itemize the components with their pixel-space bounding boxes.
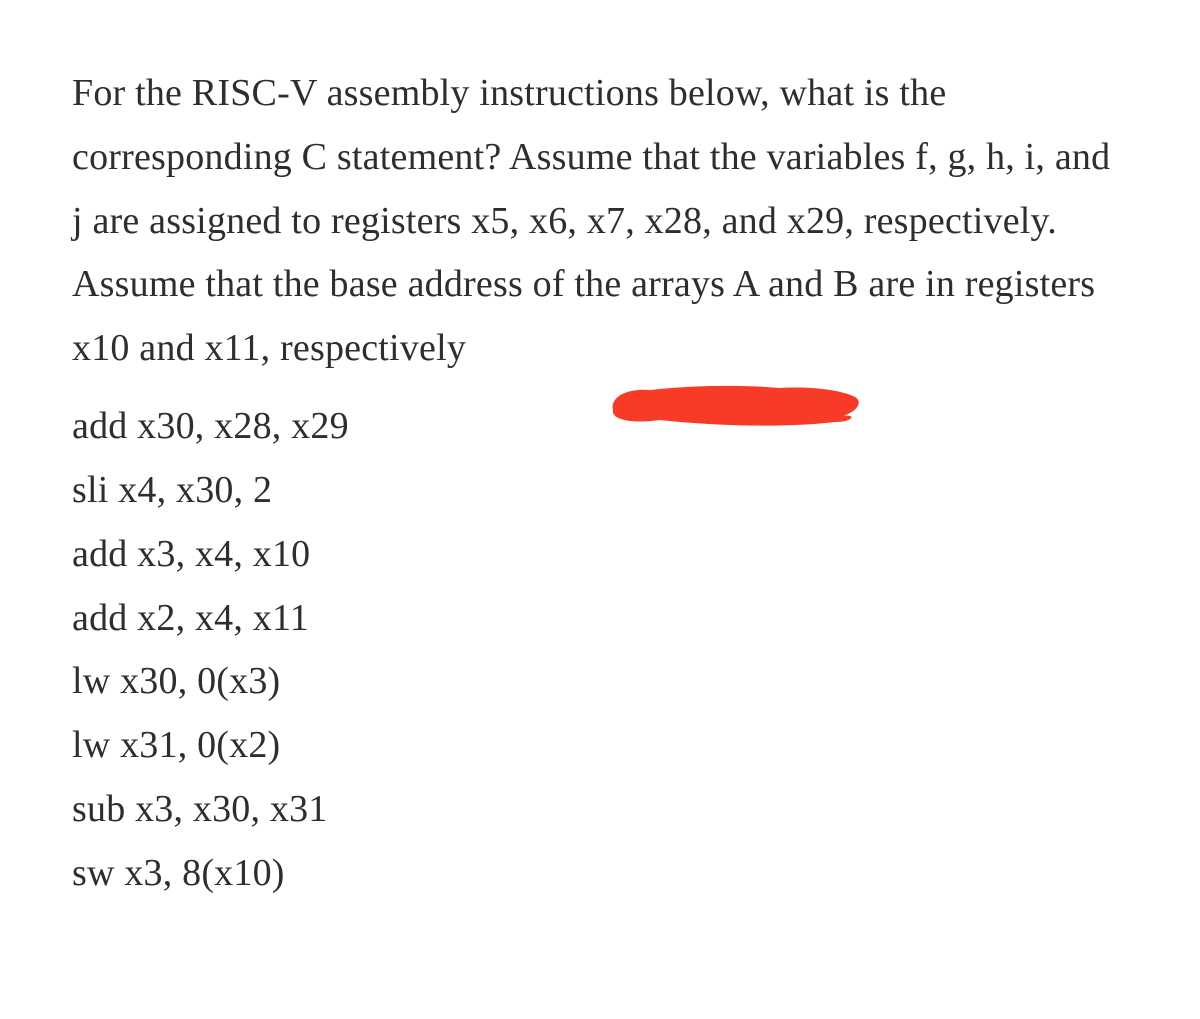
question-paragraph: For the RISC-V assembly instructions bel… [72, 62, 1128, 381]
code-line: sw x3, 8(x10) [72, 842, 1128, 906]
assembly-code-block: add x30, x28, x29 sli x4, x30, 2 add x3,… [72, 395, 1128, 906]
code-line: lw x30, 0(x3) [72, 650, 1128, 714]
code-line: add x3, x4, x10 [72, 523, 1128, 587]
code-line: sli x4, x30, 2 [72, 459, 1128, 523]
page-container: For the RISC-V assembly instructions bel… [0, 0, 1200, 946]
code-line: add x30, x28, x29 [72, 395, 1128, 459]
code-line: sub x3, x30, x31 [72, 778, 1128, 842]
code-line: add x2, x4, x11 [72, 587, 1128, 651]
code-line: lw x31, 0(x2) [72, 714, 1128, 778]
